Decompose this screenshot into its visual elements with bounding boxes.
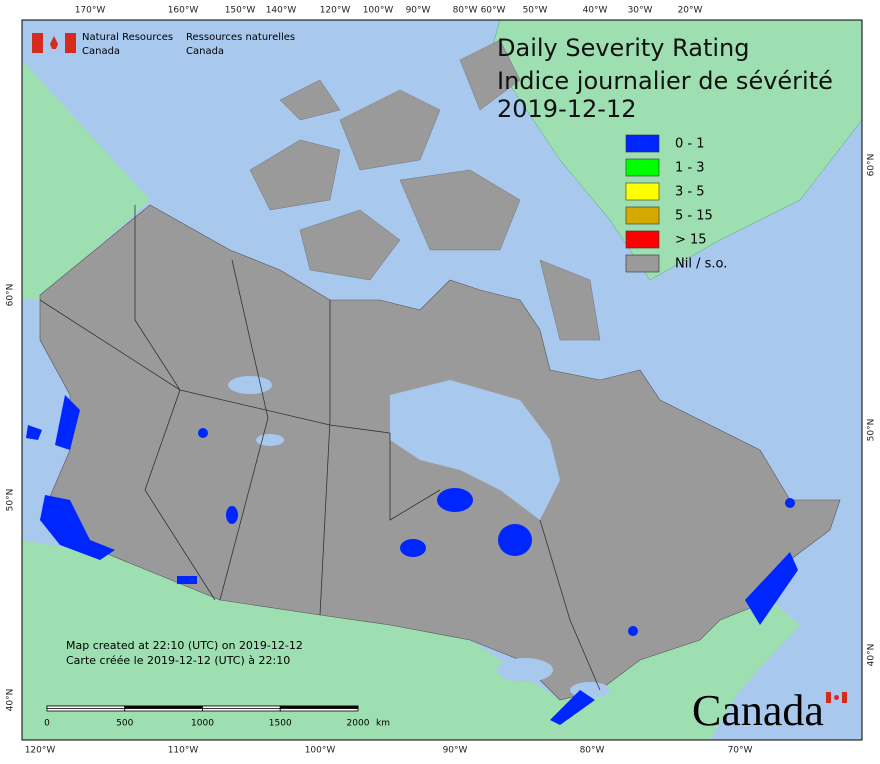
agency-fr: Canada [186,46,224,57]
legend-label: > 15 [675,233,707,248]
low-severity-areas [26,395,798,725]
legend-swatch [625,134,660,153]
legend-label: 3 - 5 [675,185,705,200]
alaska [22,60,150,300]
flag [32,33,76,53]
boundaries [39,205,601,691]
scale-label: 2000 [347,719,370,729]
graticule-label: 100°W [363,6,394,16]
legend-label: 5 - 15 [675,209,713,224]
graticule-label: 40°N [6,689,16,712]
graticule-label: 60°N [6,284,16,307]
graticule-label: 40°N [867,644,877,667]
graticule-label: 110°W [168,746,199,756]
legend-swatch [625,254,660,273]
graticule-label: 50°W [523,6,548,16]
frame [21,19,863,741]
graticule-label: 70°W [728,746,753,756]
legend-label: Nil / s.o. [675,257,727,272]
graticule-label: 40°W [583,6,608,16]
graticule-label: 120°W [25,746,56,756]
legend-swatch [625,158,660,177]
scale-segment [46,705,126,709]
lakes [228,376,610,698]
agency-fr: Ressources naturelles [186,32,295,43]
graticule-label: 50°N [6,489,16,512]
graticule-label: 170°W [75,6,106,16]
scale-segment [124,705,203,709]
legend-swatch [625,182,660,201]
graticule-label: 50°N [867,419,877,442]
graticule-label: 30°W [628,6,653,16]
scale-label: 1500 [269,719,292,729]
legend-label: 1 - 3 [675,161,705,176]
legend-swatch [625,230,660,249]
scale-segment [279,705,359,709]
wordmark-flag [826,692,847,703]
graticule-label: 120°W [320,6,351,16]
title: Indice journalier de sévérité [497,67,833,95]
graticule-label: 140°W [266,6,297,16]
title: Daily Severity Rating [497,34,749,62]
graticule-label: 20°W [678,6,703,16]
graticule-label: 80°W [453,6,478,16]
graticule-label: 160°W [168,6,199,16]
scale-label: 1000 [191,719,214,729]
legend-label: 0 - 1 [675,137,705,152]
graticule-label: 100°W [305,746,336,756]
agency-en: Natural Resources [82,32,173,43]
scale-segment [202,705,281,709]
graticule-label: 90°W [443,746,468,756]
scale-label: 500 [116,719,133,729]
scale-label: 0 [44,719,50,729]
title: 2019-12-12 [497,95,636,123]
graticule-label: 80°W [580,746,605,756]
graticule-label: 150°W [225,6,256,16]
wordmark: Canada [692,686,824,735]
graticule-label: 90°W [406,6,431,16]
graticule-label: 60°N [867,154,877,177]
footer-note: Carte créée le 2019-12-12 (UTC) à 22:10 [66,654,290,667]
scale-unit: km [376,719,390,729]
graticule-label: 60°W [481,6,506,16]
agency-en: Canada [82,46,120,57]
arctic-islands [249,39,601,341]
footer-note: Map created at 22:10 (UTC) on 2019-12-12 [66,639,303,652]
hudson-bay [390,380,560,520]
legend-swatch [625,206,660,225]
